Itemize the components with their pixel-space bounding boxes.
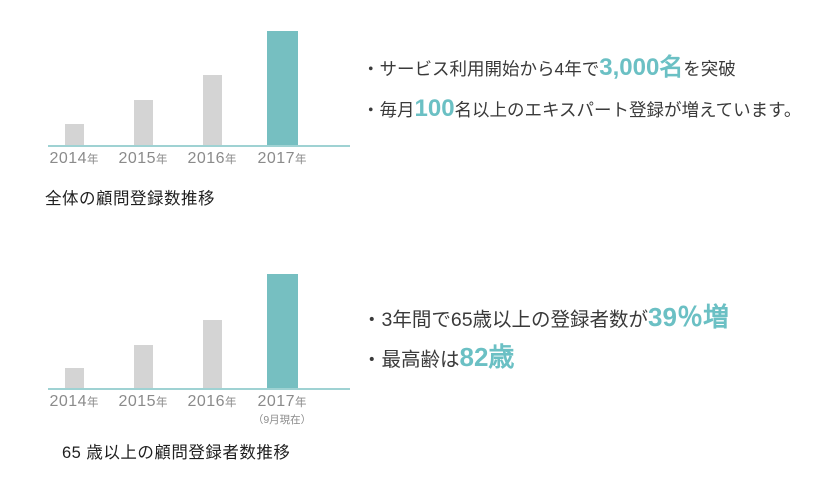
x-axis-label-2016: 2016年: [187, 393, 237, 410]
bar-2016: [202, 75, 222, 146]
bar-2017: [266, 31, 298, 146]
x-axis-label-2014: 2014年: [49, 393, 99, 410]
stat-text: ・3年間で65歳以上の登録者数が: [362, 309, 649, 331]
x-axis-label-2014: 2014年: [49, 150, 99, 167]
stats-overall: ・サービス利用開始から4年で3,000名を突破 ・毎月100名以上のエキスパート登…: [362, 48, 801, 130]
x-axis-sublabel: （9月現在）: [252, 414, 312, 426]
bar-2015: [133, 100, 153, 146]
chart-title: 65 歳以上の顧問登録者数推移: [62, 444, 291, 462]
bar-2017: [266, 274, 298, 389]
stat-line: ・毎月100名以上のエキスパート登録が増えています。: [362, 89, 801, 130]
x-axis-labels: 2014年 2015年 2016年 2017年: [48, 150, 346, 194]
bar-2014: [64, 124, 84, 146]
chart-overall-registrations: 2014年 2015年 2016年 2017年 全体の顧問登録数推移: [45, 29, 350, 208]
x-axis-label-2017: 2017年 （9月現在）: [237, 393, 327, 427]
x-axis-line: [48, 388, 350, 390]
bar-2016: [202, 320, 222, 389]
stat-accent-value: 3,000名: [599, 54, 684, 81]
chart-65plus-registrations: 2014年 2015年 2016年 2017年 （9月現在） 65 歳以上の顧問登録者数…: [48, 272, 350, 462]
stat-line: ・最高齢は82歳: [362, 339, 729, 379]
stat-text: ・サービス利用開始から4年で: [362, 59, 600, 79]
plot-area: [48, 29, 350, 147]
bar-2014: [64, 368, 84, 389]
stat-text: 名以上のエキスパート登録が増えています。: [454, 100, 802, 120]
x-axis-labels: 2014年 2015年 2016年 2017年 （9月現在）: [48, 393, 346, 437]
stat-line: ・3年間で65歳以上の登録者数が39％増: [362, 299, 729, 339]
stat-accent-value: 82歳: [459, 342, 515, 372]
stat-accent-value: 100: [414, 95, 455, 122]
stat-accent-value: 39％増: [648, 302, 729, 332]
stats-65plus: ・3年間で65歳以上の登録者数が39％増 ・最高齢は82歳: [362, 299, 729, 379]
x-axis-label-2015: 2015年: [118, 150, 168, 167]
plot-area: [48, 272, 350, 390]
x-axis-label-2015: 2015年: [118, 393, 168, 410]
stat-text: を突破: [683, 59, 736, 79]
chart-title: 全体の顧問登録数推移: [45, 190, 215, 208]
stat-text: ・毎月: [362, 100, 415, 120]
x-axis-label-2017: 2017年: [257, 150, 307, 167]
stat-line: ・サービス利用開始から4年で3,000名を突破: [362, 48, 801, 89]
x-axis-line: [48, 145, 350, 147]
stat-text: ・最高齢は: [362, 349, 460, 371]
bar-2015: [133, 345, 153, 389]
x-axis-label-2016: 2016年: [187, 150, 237, 167]
